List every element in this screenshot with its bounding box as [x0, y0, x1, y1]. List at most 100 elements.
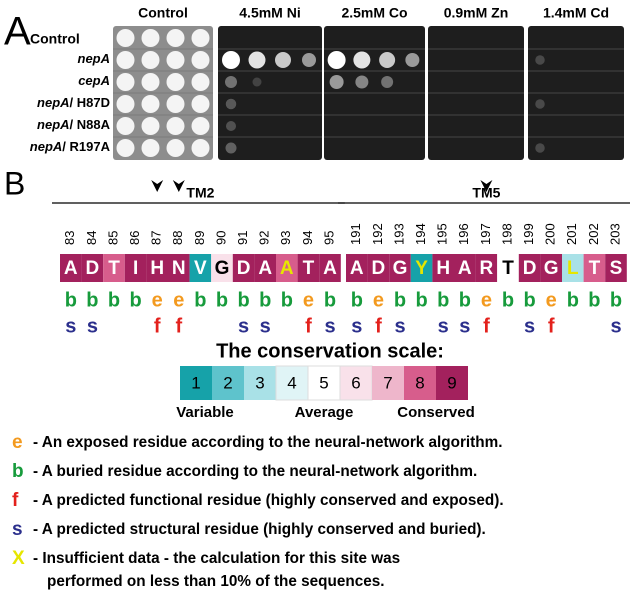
page: {"panel_a": {"label": "A", "columns": ["… — [0, 0, 630, 595]
colony-spot — [117, 95, 135, 113]
residue-letter: H — [436, 258, 450, 279]
gene-name: nepA — [30, 139, 63, 154]
colony-spot — [192, 139, 210, 157]
residue-letter: Y — [415, 258, 428, 279]
burial-symbol: b — [281, 289, 293, 311]
scale-value: 4 — [287, 373, 296, 392]
scale-value: 8 — [415, 373, 424, 392]
row-label: nepA/ R197A — [30, 139, 111, 154]
scale-value: 5 — [319, 373, 328, 392]
scale-value: 6 — [351, 373, 360, 392]
colony-spot — [249, 52, 266, 69]
colony-spot — [192, 95, 210, 113]
column-header: 0.9mM Zn — [444, 5, 509, 21]
burial-symbol: b — [567, 289, 579, 311]
residue-number: 195 — [435, 223, 450, 245]
colony-spot — [535, 55, 545, 65]
scale-label: Variable — [176, 404, 234, 421]
colony-spot — [192, 29, 210, 47]
legend-text: - A buried residue according to the neur… — [33, 463, 477, 480]
role-symbol: f — [154, 315, 161, 337]
legend-text: - A predicted structural residue (highly… — [33, 521, 486, 538]
residue-number: 94 — [300, 231, 315, 245]
burial-symbol: b — [610, 289, 622, 311]
residue-letter: G — [544, 258, 559, 279]
mutation: / R197A — [62, 139, 110, 154]
burial-symbol: b — [65, 289, 77, 311]
colony-spot — [226, 99, 237, 110]
colony-spot — [535, 99, 545, 109]
colony-spot — [167, 117, 185, 135]
row-label: cepA — [78, 73, 110, 88]
colony-spot — [167, 51, 185, 69]
colony-spot — [379, 52, 395, 68]
role-symbol: f — [175, 315, 182, 337]
burial-symbol: b — [415, 289, 427, 311]
burial-symbol: e — [173, 289, 184, 311]
colony-spot — [142, 139, 160, 157]
burial-symbol: b — [351, 289, 363, 311]
burial-symbol: b — [237, 289, 249, 311]
residue-letter: N — [172, 258, 186, 279]
colony-spot — [142, 73, 160, 91]
colony-spot — [142, 29, 160, 47]
legend-text: - A predicted functional residue (highly… — [33, 492, 504, 509]
colony-spot — [275, 52, 291, 68]
row-label: nepA — [78, 51, 111, 66]
colony-spot — [328, 51, 346, 69]
colony-spot — [192, 51, 210, 69]
legend-symbol: s — [12, 519, 23, 540]
colony-spot — [226, 143, 237, 154]
arrow-marker — [151, 180, 163, 192]
burial-symbol: b — [129, 289, 141, 311]
colony-spot — [353, 52, 370, 69]
residue-letter: D — [86, 258, 100, 279]
residue-number: 91 — [235, 231, 250, 245]
scale-value: 3 — [255, 373, 264, 392]
panel-label: B — [4, 165, 25, 201]
legend-text: performed on less than 10% of the sequen… — [47, 573, 384, 590]
residue-letter: T — [589, 258, 601, 279]
residue-number: 199 — [521, 223, 536, 245]
colony-spot — [142, 117, 160, 135]
residue-letter: I — [133, 258, 138, 279]
role-symbol: s — [324, 315, 335, 337]
legend-text: - An exposed residue according to the ne… — [33, 434, 502, 451]
residue-letter: S — [610, 258, 623, 279]
residue-number: 85 — [105, 231, 120, 245]
residue-letter: A — [458, 258, 472, 279]
colony-spot — [225, 76, 237, 88]
scale-label: Average — [295, 404, 354, 421]
residue-number: 194 — [413, 223, 428, 245]
residue-number: 89 — [192, 231, 207, 245]
gene-name: nepA — [37, 95, 70, 110]
burial-symbol: b — [459, 289, 471, 311]
burial-symbol: b — [588, 289, 600, 311]
colony-spot — [302, 53, 316, 67]
colony-spot — [117, 117, 135, 135]
column-header: 1.4mM Cd — [543, 5, 609, 21]
row-label: nepA/ N88A — [37, 117, 111, 132]
panel-label: A — [4, 10, 31, 54]
arrow-marker — [173, 180, 185, 192]
residue-letter: L — [567, 258, 579, 279]
residue-letter: D — [523, 258, 537, 279]
residue-letter: D — [372, 258, 386, 279]
gene-name: cepA — [78, 73, 110, 88]
scale-value: 2 — [223, 373, 232, 392]
residue-number: 88 — [170, 231, 185, 245]
residue-letter: D — [237, 258, 251, 279]
burial-symbol: e — [152, 289, 163, 311]
residue-letter: G — [393, 258, 408, 279]
role-symbol: s — [351, 315, 362, 337]
residue-number: 83 — [62, 231, 77, 245]
role-symbol: s — [394, 315, 405, 337]
colony-spot — [192, 73, 210, 91]
residue-letter: H — [150, 258, 164, 279]
colony-spot — [167, 95, 185, 113]
residue-number: 191 — [348, 223, 363, 245]
residue-letter: V — [194, 258, 207, 279]
residue-number: 200 — [543, 223, 558, 245]
residue-letter: A — [258, 258, 272, 279]
role-symbol: f — [483, 315, 490, 337]
